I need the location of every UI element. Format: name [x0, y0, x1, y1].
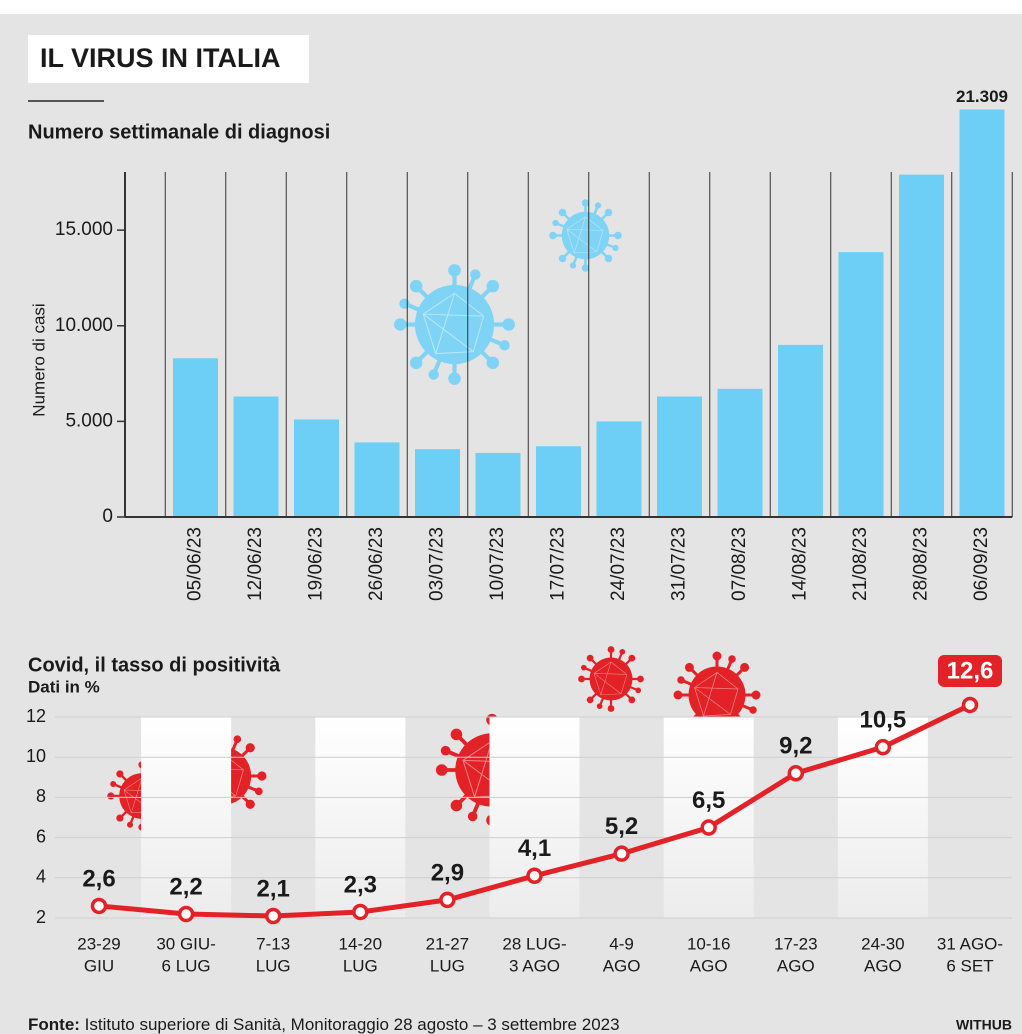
x-tick-label: 03/07/23 [427, 527, 448, 601]
bar [415, 449, 460, 517]
x-tick-label: 21-27 [426, 934, 469, 953]
value-label: 2,2 [169, 873, 202, 900]
x-tick-label: 19/06/23 [306, 527, 327, 601]
data-point [354, 905, 367, 918]
x-tick-label: 10/07/23 [487, 527, 508, 601]
source-label: Fonte: [28, 1015, 80, 1034]
data-point [789, 767, 802, 780]
x-tick-label: 05/06/23 [185, 527, 206, 601]
bar [718, 389, 763, 517]
column-band [664, 717, 754, 918]
y-tick-label: 4 [36, 867, 46, 887]
chart-title: Numero settimanale di diagnosi [28, 121, 330, 143]
x-tick-label: GIU [84, 956, 114, 975]
bar [657, 397, 702, 517]
bar [294, 419, 339, 517]
bar [476, 453, 521, 517]
x-tick-label: 10-16 [687, 934, 730, 953]
x-tick-label: 07/08/23 [729, 527, 750, 601]
data-point [93, 899, 106, 912]
value-label: 21.309 [956, 87, 1008, 106]
x-tick-label: 14-20 [339, 934, 382, 953]
x-tick-label: 31 AGO- [937, 934, 1003, 953]
bar [899, 175, 944, 517]
chart-subtitle: Dati in % [28, 677, 100, 696]
x-tick-label: AGO [777, 956, 815, 975]
bar [234, 397, 279, 517]
value-label: 2,3 [344, 871, 377, 898]
y-tick-label: 2 [36, 907, 46, 927]
x-tick-label: LUG [343, 956, 378, 975]
y-tick-label: 5.000 [65, 410, 113, 431]
x-tick-label: 31/07/23 [669, 527, 690, 601]
value-label: 5,2 [605, 813, 638, 840]
x-tick-label: 17/07/23 [548, 527, 569, 601]
source: Fonte: Istituto superiore di Sanità, Mon… [28, 1015, 620, 1034]
data-point [702, 821, 715, 834]
value-label: 10,5 [860, 706, 907, 733]
y-tick-label: 6 [36, 826, 46, 846]
column-band [490, 717, 580, 918]
x-tick-label: 06/09/23 [971, 527, 992, 601]
y-tick-label: 10.000 [55, 315, 113, 336]
x-tick-label: 21/08/23 [850, 527, 871, 601]
y-tick-label: 10 [26, 746, 46, 766]
bar [839, 252, 884, 517]
x-tick-label: LUG [430, 956, 465, 975]
y-tick-label: 12 [26, 706, 46, 726]
x-tick-label: AGO [864, 956, 902, 975]
x-tick-label: LUG [256, 956, 291, 975]
data-point [964, 698, 977, 711]
x-tick-label: 7-13 [256, 934, 290, 953]
virus-icon [549, 199, 622, 272]
x-tick-label: 23-29 [77, 934, 120, 953]
bar [173, 358, 218, 517]
y-axis-label: Numero di casi [29, 303, 48, 416]
x-tick-label: 30 GIU- [156, 934, 216, 953]
value-label: 2,6 [82, 865, 115, 892]
data-point [180, 907, 193, 920]
x-tick-label: 28/08/23 [911, 527, 932, 601]
x-tick-label: 12/06/23 [245, 527, 266, 601]
brand: WITHUB [956, 1017, 1012, 1033]
value-label: 2,1 [257, 875, 290, 902]
x-tick-label: 24-30 [861, 934, 904, 953]
bar [355, 442, 400, 517]
virus-icon [394, 264, 515, 385]
x-tick-label: 17-23 [774, 934, 817, 953]
bar [778, 345, 823, 517]
page: { "header": {"title": "IL VIRUS IN ITALI… [0, 0, 1022, 1034]
bar [597, 421, 642, 517]
x-tick-label: AGO [603, 956, 641, 975]
x-tick-label: 3 AGO [509, 956, 560, 975]
value-label: 6,5 [692, 787, 725, 814]
title: IL VIRUS IN ITALIA [40, 43, 281, 73]
value-label: 9,2 [779, 733, 812, 760]
bar [536, 446, 581, 517]
x-tick-label: AGO [690, 956, 728, 975]
data-point [876, 741, 889, 754]
y-tick-label: 0 [102, 506, 113, 527]
chart-title: Covid, il tasso di positività [28, 654, 281, 676]
y-tick-label: 8 [36, 786, 46, 806]
x-tick-label: 24/07/23 [608, 527, 629, 601]
data-point [528, 869, 541, 882]
x-tick-label: 6 SET [946, 956, 993, 975]
data-point [267, 909, 280, 922]
value-label: 4,1 [518, 835, 551, 862]
data-point [615, 847, 628, 860]
data-point [441, 893, 454, 906]
y-tick-label: 15.000 [55, 219, 113, 240]
x-tick-label: 6 LUG [162, 956, 211, 975]
source-text: Istituto superiore di Sanità, Monitoragg… [85, 1015, 620, 1034]
bar [960, 109, 1005, 517]
virus-icon [578, 646, 644, 712]
x-tick-label: 26/06/23 [366, 527, 387, 601]
x-tick-label: 4-9 [609, 934, 634, 953]
x-tick-label: 14/08/23 [790, 527, 811, 601]
value-label: 12,6 [947, 657, 994, 684]
infographic: IL VIRUS IN ITALIA Fonte: Istituto super… [0, 0, 1022, 1034]
value-label: 2,9 [431, 859, 464, 886]
x-tick-label: 28 LUG- [502, 934, 566, 953]
